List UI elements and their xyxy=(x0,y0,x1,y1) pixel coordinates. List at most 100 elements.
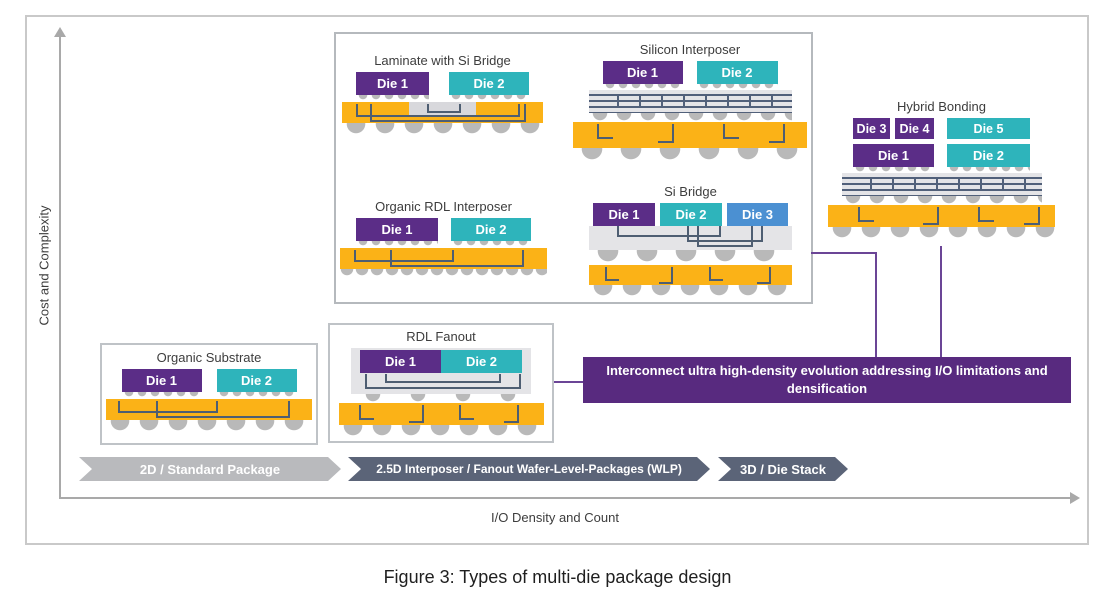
connector-rdl-fanout-to-banner xyxy=(554,381,583,383)
trace xyxy=(923,207,939,225)
trace xyxy=(597,124,613,139)
connector-groupbox-vertical xyxy=(875,252,877,357)
package-substrate xyxy=(342,102,543,123)
trace xyxy=(769,124,785,143)
trace xyxy=(156,401,290,418)
top-die-row: Die 3 Die 4 Die 5 xyxy=(828,118,1055,139)
connector-groupbox-horizontal xyxy=(811,252,877,254)
box-organic-substrate: Organic Substrate Die 1 Die 2 xyxy=(100,343,318,445)
microbump-row xyxy=(356,95,429,102)
microbump-row xyxy=(696,84,778,90)
package-organic-substrate: Organic Substrate Die 1 Die 2 xyxy=(106,350,312,435)
interposer-layer xyxy=(841,173,1042,196)
package-title: Organic Substrate xyxy=(156,350,262,365)
solder-ball-row xyxy=(828,227,1055,243)
callout-banner-text: Interconnect ultra high-density evolutio… xyxy=(606,363,1048,396)
die-2: Die 2 xyxy=(451,218,531,241)
die-3: Die 3 xyxy=(727,203,788,226)
die-1: Die 1 xyxy=(602,61,683,84)
package-substrate xyxy=(338,403,544,425)
trace xyxy=(723,124,739,139)
package-title: Organic RDL Interposer xyxy=(375,199,512,214)
solder-ball-row xyxy=(342,123,543,138)
package-si-bridge: Si Bridge Die 1 Die 2 Die 3 xyxy=(589,184,792,300)
band-3d-die-stack: 3D / Die Stack xyxy=(718,457,848,481)
package-title: Silicon Interposer xyxy=(639,42,741,57)
connector-hybrid-vertical xyxy=(940,246,942,357)
y-axis-arrowhead-icon xyxy=(54,27,66,37)
package-substrate xyxy=(828,205,1055,227)
die-1: Die 1 xyxy=(593,203,655,226)
die-2: Die 2 xyxy=(449,72,529,95)
trace xyxy=(370,104,526,122)
die-1: Die 1 xyxy=(356,72,429,95)
trace xyxy=(687,226,763,242)
package-substrate xyxy=(573,122,807,148)
die-1: Die 1 xyxy=(853,144,934,167)
fanout-mold-layer: Die 1 Die 2 xyxy=(351,348,531,394)
package-laminate-si-bridge: Laminate with Si Bridge Die 1 Die 2 xyxy=(342,53,543,138)
x-axis-line xyxy=(59,497,1071,499)
package-rdl-fanout: RDL Fanout Die 1 Die 2 xyxy=(334,329,548,440)
die-2: Die 2 xyxy=(660,203,722,226)
band-2p5d-interposer-wlp: 2.5D Interposer / Fanout Wafer-Level-Pac… xyxy=(348,457,710,481)
figure-border xyxy=(25,15,1089,545)
trace xyxy=(503,405,519,423)
band-2d-standard-package: 2D / Standard Package xyxy=(79,457,341,481)
trace xyxy=(858,207,874,222)
microbump-row xyxy=(216,392,297,399)
bump-row xyxy=(588,113,792,122)
trace xyxy=(659,267,673,284)
trace xyxy=(617,226,721,237)
microbump-row xyxy=(121,392,202,399)
package-title: Si Bridge xyxy=(664,184,717,199)
trace xyxy=(385,374,501,383)
bottom-die-row: Die 1 Die 2 xyxy=(828,144,1055,173)
die-4: Die 4 xyxy=(895,118,934,139)
trace xyxy=(390,250,524,267)
trace xyxy=(658,124,674,143)
die-row: Die 1 Die 2 xyxy=(573,61,807,90)
rdl-layer xyxy=(589,226,792,250)
x-axis-arrowhead-icon xyxy=(1070,492,1080,504)
die-1: Die 1 xyxy=(356,218,438,241)
trace xyxy=(1024,207,1040,225)
die-2: Die 2 xyxy=(441,350,522,373)
interposer-layer xyxy=(588,90,792,113)
trace xyxy=(354,250,454,262)
die-row: Die 1 Die 2 xyxy=(106,369,312,399)
trace xyxy=(697,226,753,247)
solder-ball-row xyxy=(589,285,792,300)
solder-ball-row xyxy=(106,420,312,435)
die-row: Die 1 Die 2 xyxy=(342,72,543,102)
callout-banner: Interconnect ultra high-density evolutio… xyxy=(583,357,1071,403)
solder-ball-row xyxy=(340,269,547,280)
package-title: Hybrid Bonding xyxy=(897,99,986,114)
x-axis-label: I/O Density and Count xyxy=(491,510,619,525)
die-2: Die 2 xyxy=(947,144,1030,167)
die-5: Die 5 xyxy=(947,118,1030,139)
microbump-row xyxy=(602,84,683,90)
die-2: Die 2 xyxy=(696,61,778,84)
trace xyxy=(118,401,218,413)
trace xyxy=(365,374,521,389)
trace xyxy=(408,405,424,423)
die-1: Die 1 xyxy=(360,350,441,373)
package-substrate xyxy=(106,399,312,420)
die-row: Die 1 Die 2 xyxy=(340,218,547,248)
package-hybrid-bonding: Hybrid Bonding Die 3 Die 4 Die 5 Die 1 D… xyxy=(828,99,1055,243)
package-title: RDL Fanout xyxy=(406,329,476,344)
microbump-row xyxy=(451,241,531,248)
solder-ball-row xyxy=(573,148,807,164)
trace xyxy=(358,405,374,420)
microbump-row xyxy=(449,95,529,102)
trace xyxy=(356,104,520,117)
microbump-row xyxy=(853,167,934,173)
die-3: Die 3 xyxy=(853,118,890,139)
bump-row xyxy=(589,250,792,265)
trace xyxy=(709,267,723,281)
embedded-si-bridge xyxy=(409,102,476,115)
package-silicon-interposer: Silicon Interposer Die 1 Die 2 xyxy=(573,42,807,164)
microbump-row xyxy=(356,241,438,248)
